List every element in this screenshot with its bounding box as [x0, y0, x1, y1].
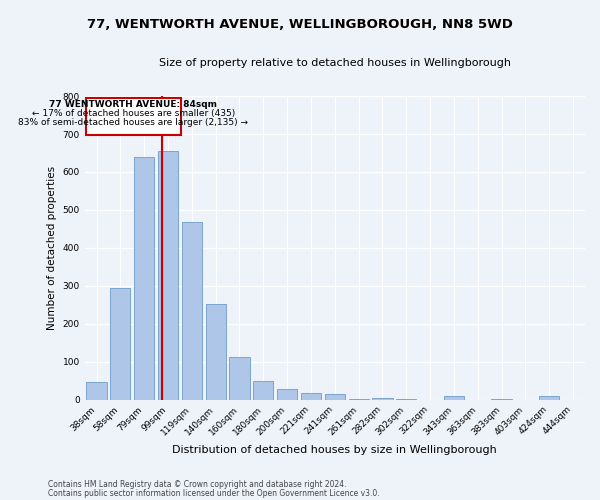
Bar: [134, 157, 154, 400]
Bar: [253, 380, 274, 400]
Text: 77, WENTWORTH AVENUE, WELLINGBOROUGH, NN8 5WD: 77, WENTWORTH AVENUE, WELLINGBOROUGH, NN…: [87, 18, 513, 30]
Bar: [325, 394, 345, 400]
Bar: [373, 398, 392, 400]
X-axis label: Distribution of detached houses by size in Wellingborough: Distribution of detached houses by size …: [172, 445, 497, 455]
Title: Size of property relative to detached houses in Wellingborough: Size of property relative to detached ho…: [159, 58, 511, 68]
FancyBboxPatch shape: [86, 98, 181, 135]
Bar: [206, 304, 226, 400]
Text: ← 17% of detached houses are smaller (435): ← 17% of detached houses are smaller (43…: [32, 109, 235, 118]
Text: Contains HM Land Registry data © Crown copyright and database right 2024.: Contains HM Land Registry data © Crown c…: [48, 480, 347, 489]
Bar: [110, 288, 130, 400]
Bar: [158, 151, 178, 400]
Bar: [539, 396, 559, 400]
Text: Contains public sector information licensed under the Open Government Licence v3: Contains public sector information licen…: [48, 490, 380, 498]
Bar: [182, 222, 202, 400]
Bar: [229, 357, 250, 400]
Bar: [301, 393, 321, 400]
Text: 83% of semi-detached houses are larger (2,135) →: 83% of semi-detached houses are larger (…: [19, 118, 248, 127]
Bar: [277, 390, 297, 400]
Bar: [86, 382, 107, 400]
Y-axis label: Number of detached properties: Number of detached properties: [47, 166, 57, 330]
Text: 77 WENTWORTH AVENUE: 84sqm: 77 WENTWORTH AVENUE: 84sqm: [49, 100, 217, 109]
Bar: [444, 396, 464, 400]
Bar: [349, 399, 369, 400]
